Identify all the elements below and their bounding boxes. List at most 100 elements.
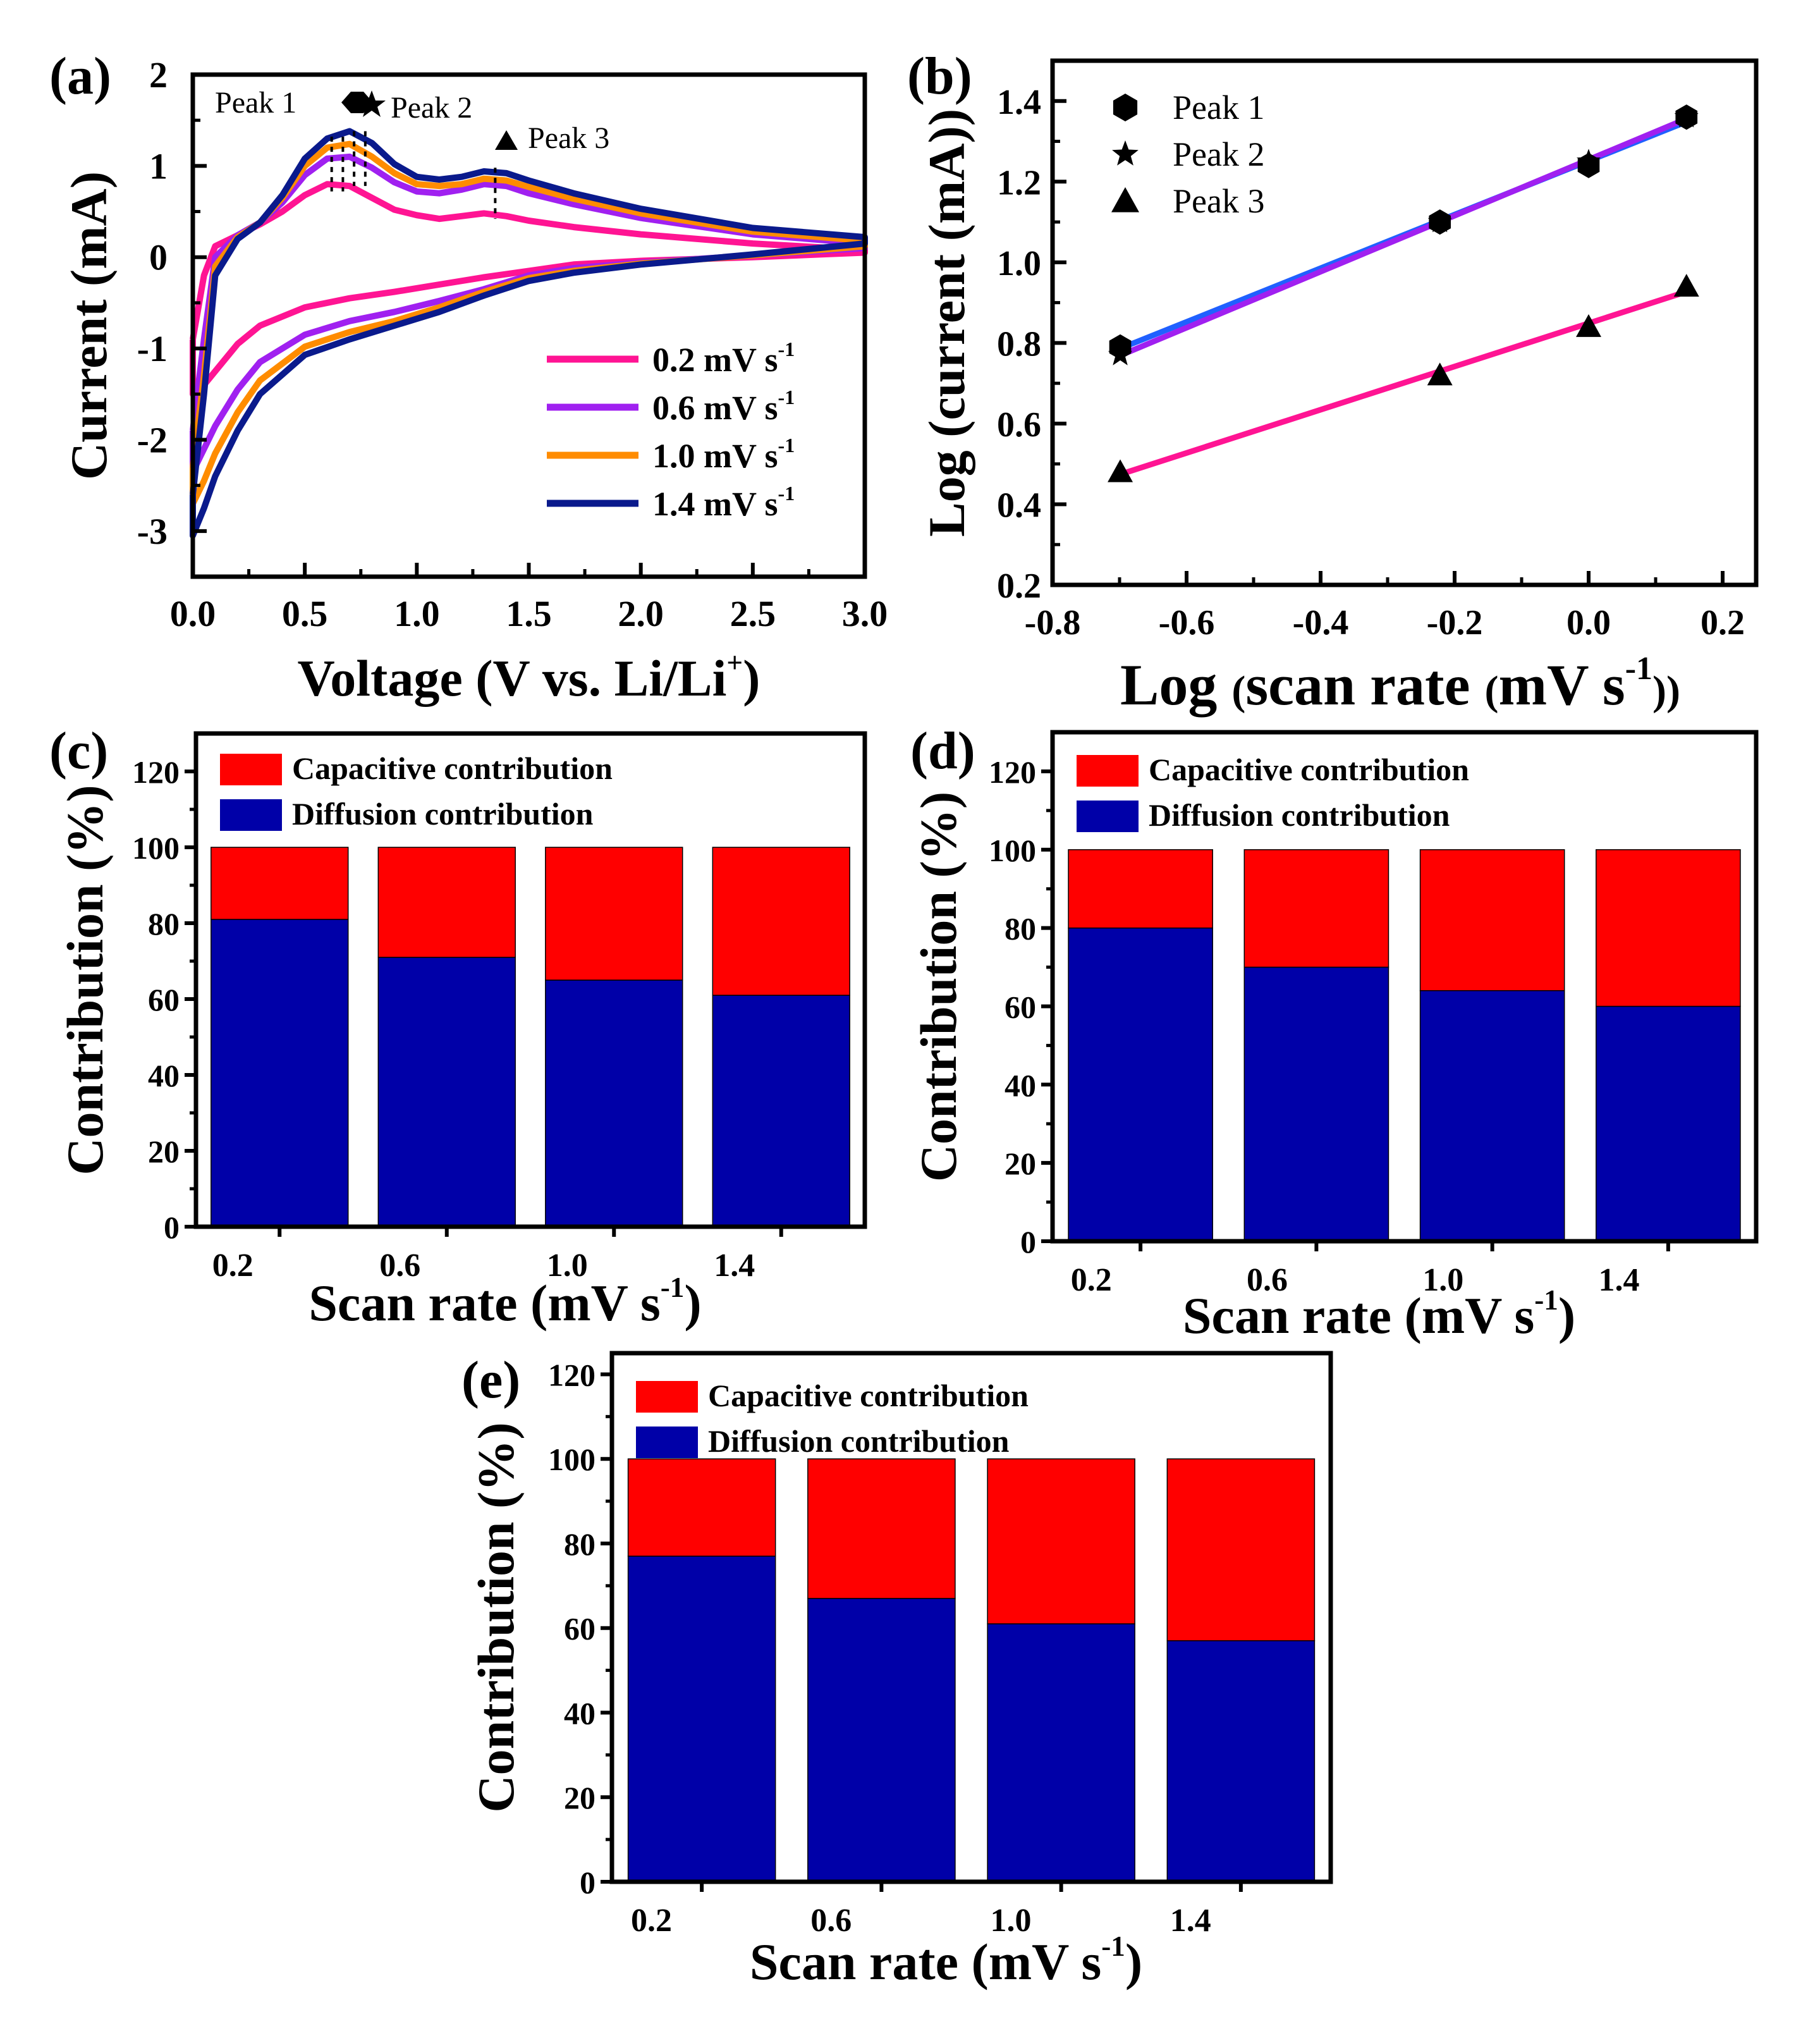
axis-label-sup: -1 — [1101, 1930, 1125, 1962]
legend-entry: Capacitive contribution — [708, 1378, 1029, 1413]
legend-entry: 1.0 mV s-1 — [652, 434, 795, 475]
bar-segment-diffusion — [1243, 966, 1389, 1242]
legend-swatch — [220, 754, 282, 785]
axis-label-main: scan rate — [1245, 653, 1484, 717]
axis-label-unit: mV s — [1498, 653, 1625, 717]
bar-segment-capacitive — [1068, 849, 1213, 929]
y-tick-label: -2 — [137, 419, 168, 460]
x-tick-label: 2.0 — [618, 593, 664, 634]
y-tick-label: 120 — [989, 754, 1036, 790]
bar-segment-diffusion — [211, 919, 349, 1227]
y-tick-label: 40 — [564, 1695, 595, 1731]
panel-label: (a) — [49, 47, 111, 106]
axis-label-paren: )) — [1652, 668, 1680, 714]
y-tick-label: 60 — [564, 1611, 595, 1647]
y-tick-label: 0.6 — [997, 405, 1041, 445]
cv-curve-3 — [190, 128, 868, 539]
bar-segment-capacitive — [211, 847, 349, 920]
legend-marker — [1112, 140, 1139, 166]
legend-entry-sup: -1 — [778, 434, 795, 457]
x-tick-label: 0.6 — [810, 1903, 852, 1939]
axis-label-end: ) — [1558, 1287, 1575, 1344]
x-tick-label: -0.4 — [1293, 603, 1349, 642]
axis-label-main: Voltage (V vs. Li/Li — [298, 649, 727, 707]
axis-label-sup: -1 — [661, 1272, 685, 1303]
panel-a-cv-curves: -3 -2 -1 0 1 2 0.0 0.5 1.0 1.5 2.0 2.5 3.0 Current (m… — [49, 47, 888, 707]
panel-label: (b) — [907, 47, 972, 106]
x-tick-label: 0.0 — [170, 593, 216, 634]
data-point — [1108, 342, 1133, 365]
y-tick-label: 0 — [580, 1865, 595, 1900]
y-tick-label: 100 — [989, 833, 1036, 868]
legend-entry: Diffusion contribution — [292, 796, 594, 831]
axes-frame — [193, 731, 867, 1229]
x-tick-label: 0.2 — [631, 1903, 672, 1939]
legend-swatch — [1077, 801, 1139, 832]
axis-label-main: Scan rate (mV s — [750, 1933, 1101, 1991]
data-point — [1427, 362, 1453, 386]
y-tick-label: 120 — [132, 754, 180, 790]
bar-segment-capacitive — [807, 1458, 956, 1599]
legend-entry-sup: -1 — [778, 386, 795, 408]
peak-1-label: Peak 1 — [215, 86, 296, 120]
bar-segment-capacitive — [987, 1458, 1135, 1624]
y-tick-label: 40 — [1005, 1067, 1036, 1103]
legend-entry: Diffusion contribution — [1149, 797, 1450, 833]
y-tick-label: 80 — [1005, 911, 1036, 947]
x-tick-label: 1.4 — [1170, 1903, 1211, 1939]
x-tick-label: 1.0 — [1422, 1262, 1463, 1298]
y-tick-label: 40 — [148, 1058, 180, 1093]
bar-segment-diffusion — [1419, 990, 1565, 1242]
y-tick-label: 80 — [564, 1526, 595, 1562]
x-tick-label: 1.4 — [1598, 1262, 1639, 1298]
cv-curve-0 — [190, 181, 868, 398]
y-axis-label: Contribution (%) — [56, 785, 114, 1175]
bar-segment-diffusion — [1596, 1005, 1741, 1242]
y-tick-label: 100 — [132, 830, 180, 866]
y-tick-label: 120 — [548, 1357, 595, 1392]
axes-frame — [1050, 730, 1759, 1244]
y-tick-label: 1.2 — [997, 163, 1041, 202]
legend-entry-sup: -1 — [778, 482, 795, 505]
legend-swatch — [1077, 755, 1139, 787]
bar-segment-diffusion — [807, 1598, 956, 1882]
bar-segment-diffusion — [545, 979, 683, 1227]
peak-2-label: Peak 2 — [391, 91, 472, 125]
axis-label-sup: + — [726, 647, 743, 678]
axes-frame — [1050, 58, 1759, 587]
cv-curve-1 — [190, 153, 868, 475]
x-axis-label: Scan rate (mV s-1) — [308, 1272, 701, 1332]
y-tick-label: 0 — [1020, 1224, 1036, 1260]
bar-segment-diffusion — [627, 1555, 776, 1882]
bar-segment-capacitive — [545, 847, 683, 981]
axis-label-sup: -1 — [1625, 651, 1652, 687]
x-tick-label: 0.5 — [282, 593, 328, 634]
y-tick-label: -1 — [137, 328, 168, 369]
x-tick-label: -0.2 — [1427, 603, 1483, 642]
x-tick-label: 0.6 — [1247, 1262, 1288, 1298]
peak-2-marker — [358, 90, 386, 117]
panel-c-contribution-bars: 0 20 40 60 80 100 120 0.2 0.6 1.0 1.4 Contribution … — [49, 721, 867, 1332]
axis-label-end: ) — [684, 1274, 701, 1332]
y-tick-label: 20 — [1005, 1146, 1036, 1181]
bar-segment-capacitive — [1243, 849, 1389, 968]
data-point — [1427, 209, 1452, 233]
legend-entry: 1.4 mV s-1 — [652, 482, 795, 523]
x-tick-label: 1.5 — [506, 593, 552, 634]
legend-swatch — [636, 1427, 698, 1458]
bar-segment-diffusion — [377, 957, 516, 1227]
panel-label: (e) — [461, 1351, 520, 1409]
legend-entry: 0.2 mV s-1 — [652, 338, 795, 379]
x-tick-label: 0.6 — [379, 1248, 420, 1284]
legend-entry: 0.6 mV s-1 — [652, 386, 795, 427]
data-point — [1674, 104, 1699, 128]
axis-label-paren: ( — [1231, 668, 1245, 714]
y-axis-label: Contribution (%) — [467, 1422, 525, 1812]
data-point — [1673, 274, 1699, 297]
legend-entry-sup: -1 — [778, 338, 795, 360]
legend-entry: Peak 2 — [1173, 135, 1264, 173]
x-tick-label: 0.0 — [1567, 603, 1611, 642]
x-tick-label: -0.8 — [1025, 603, 1081, 642]
x-tick-label: 1.0 — [394, 593, 440, 634]
